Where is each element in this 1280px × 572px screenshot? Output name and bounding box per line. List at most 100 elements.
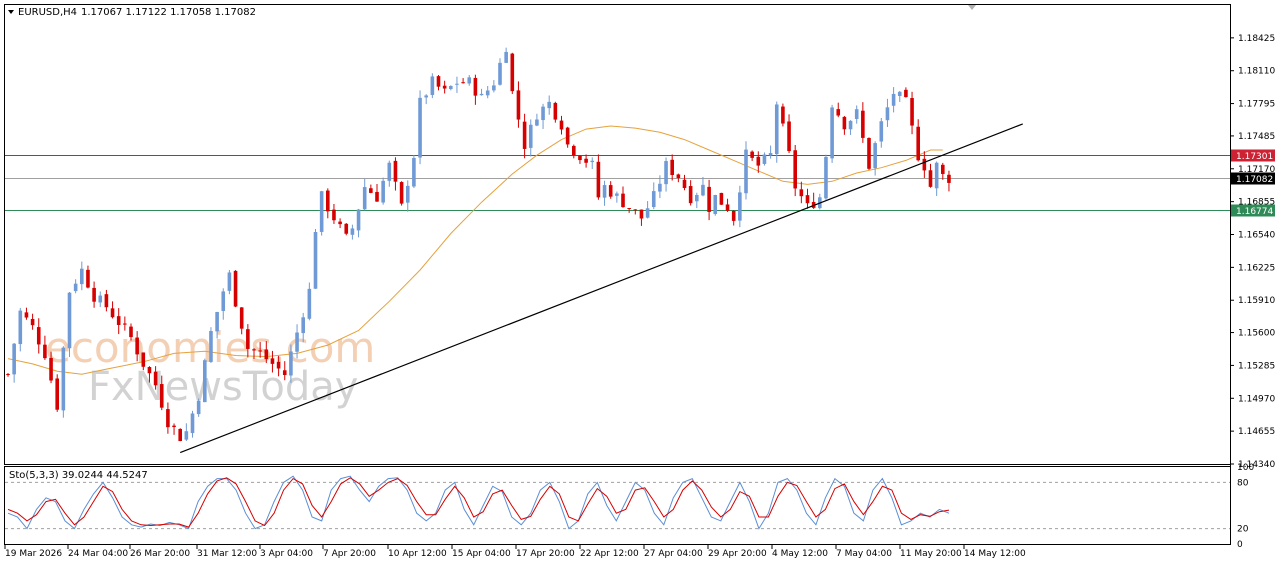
candle-body xyxy=(799,189,804,197)
candle-body xyxy=(670,159,674,175)
candle-body xyxy=(110,308,115,318)
ohlc-readout: 1.17067 1.17122 1.17058 1.17082 xyxy=(81,7,256,18)
candle-body xyxy=(842,116,847,130)
candle-body xyxy=(922,158,927,171)
candle-body xyxy=(535,119,539,126)
candle-body xyxy=(873,143,877,169)
time-tick-label: 27 Apr 04:00 xyxy=(644,549,703,559)
trendline-layer xyxy=(179,123,1023,454)
candle-body xyxy=(289,351,293,376)
stochastic-tick-label: 80 xyxy=(1237,478,1249,488)
candle-body xyxy=(129,326,133,338)
candle-body xyxy=(424,95,428,98)
candle-body xyxy=(608,185,613,197)
candle-body xyxy=(682,179,687,189)
candle-body xyxy=(307,288,312,319)
price-tick-label: 1.17485 xyxy=(1238,132,1275,142)
candle-body xyxy=(36,327,41,345)
candle-body xyxy=(215,311,219,332)
price-tick-label: 1.17170 xyxy=(1238,165,1275,175)
candle-body xyxy=(615,193,619,196)
candle-body xyxy=(153,371,158,386)
candle-body xyxy=(602,185,607,198)
candle-body xyxy=(584,158,588,163)
time-tick-label: 31 Mar 12:00 xyxy=(197,549,257,559)
stochastic-tick-label: 0 xyxy=(1237,540,1243,550)
candle-body xyxy=(848,120,853,130)
candle-body xyxy=(854,109,859,119)
candle-body xyxy=(701,184,705,196)
candle-body xyxy=(166,409,170,428)
candle-body xyxy=(270,358,275,364)
stochastic-lines: 100 80 20 0 xyxy=(5,463,1254,550)
candle-body xyxy=(30,318,35,326)
candle-body xyxy=(418,97,422,158)
candle-body xyxy=(928,170,933,187)
candle-body xyxy=(24,312,29,318)
ascending-trendline[interactable] xyxy=(179,123,1023,454)
candle-body xyxy=(221,291,226,311)
candle-body xyxy=(227,272,232,291)
price-tick-label: 1.16540 xyxy=(1238,231,1275,241)
candle-body xyxy=(695,194,699,202)
candle-body xyxy=(498,62,502,85)
time-tick-label: 26 Mar 20:00 xyxy=(130,549,190,559)
candle-body xyxy=(184,431,189,440)
candle-body xyxy=(455,83,459,85)
moving-average-line xyxy=(7,125,943,375)
candle-body xyxy=(676,174,681,179)
candle-body xyxy=(178,428,182,442)
candle-body xyxy=(196,400,201,415)
candle-body xyxy=(246,329,250,349)
candle-body xyxy=(836,109,841,116)
candle-body xyxy=(436,76,441,87)
candle-body xyxy=(492,85,496,91)
time-tick-label: 10 Apr 12:00 xyxy=(388,549,447,559)
candle-body xyxy=(885,107,890,121)
support-price-box xyxy=(1231,204,1275,217)
price-tick-label: 1.14970 xyxy=(1238,394,1275,404)
candle-body xyxy=(744,149,748,194)
candle-body xyxy=(916,126,920,161)
candle-body xyxy=(233,270,238,307)
candle-body xyxy=(547,101,551,109)
moving-average xyxy=(7,125,943,375)
candle-body xyxy=(449,86,453,90)
candle-body xyxy=(522,121,527,149)
time-tick-label: 29 Apr 20:00 xyxy=(708,549,767,559)
candle-body xyxy=(73,283,78,292)
dropdown-triangle-icon[interactable] xyxy=(8,10,14,14)
candle-body xyxy=(356,209,361,231)
candle-body xyxy=(941,164,945,174)
candle-body xyxy=(147,367,152,374)
price-tick-label: 1.18110 xyxy=(1238,67,1275,77)
time-tick-label: 15 Apr 04:00 xyxy=(452,549,511,559)
candle-body xyxy=(338,221,342,225)
price-tick-label: 1.17795 xyxy=(1238,100,1275,110)
candle-body xyxy=(252,349,256,351)
candle-body xyxy=(430,76,435,95)
candle-body xyxy=(651,191,656,208)
candle-body xyxy=(141,352,146,367)
candle-body xyxy=(596,161,601,198)
candle-body xyxy=(209,331,213,362)
candle-body xyxy=(867,137,871,169)
scroll-marker-icon[interactable] xyxy=(968,5,976,10)
time-tick-label: 4 May 12:00 xyxy=(772,549,828,559)
candle-body xyxy=(947,174,951,183)
candle-body xyxy=(633,209,638,211)
stochastic-label: Sto(5,3,3) 39.0244 44.5247 xyxy=(9,470,148,481)
candle-body xyxy=(897,91,902,96)
candle-body xyxy=(504,51,508,63)
price-tick-label: 1.15285 xyxy=(1238,361,1275,371)
candles xyxy=(6,47,951,442)
candle-body xyxy=(553,102,558,120)
candle-body xyxy=(104,294,109,308)
candle-body xyxy=(276,361,281,369)
candle-body xyxy=(67,292,72,349)
candle-body xyxy=(43,344,47,359)
candle-body xyxy=(559,120,564,130)
candle-body xyxy=(98,295,103,303)
candle-body xyxy=(6,374,10,376)
